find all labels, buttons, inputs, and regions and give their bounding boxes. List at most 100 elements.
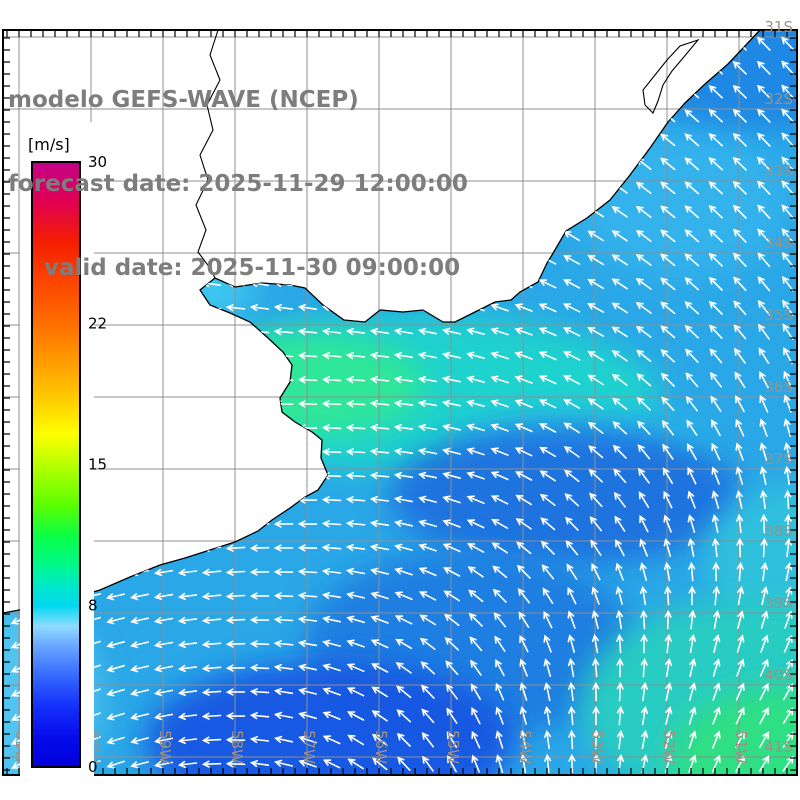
title-model-line: modelo GEFS-WAVE (NCEP)	[8, 87, 359, 113]
direction-arrow	[563, 469, 580, 483]
direction-arrow	[733, 300, 747, 316]
direction-arrow	[273, 711, 294, 719]
direction-arrow	[587, 350, 605, 362]
direction-arrow	[371, 733, 388, 746]
direction-arrow	[418, 327, 438, 335]
direction-arrow	[736, 513, 744, 534]
direction-arrow	[688, 682, 697, 701]
direction-arrow	[249, 472, 270, 480]
direction-arrow	[587, 61, 604, 74]
direction-arrow	[735, 490, 743, 510]
direction-arrow	[153, 641, 174, 649]
direction-arrow	[490, 471, 509, 481]
direction-arrow	[467, 62, 484, 74]
direction-arrow	[177, 616, 198, 624]
direction-arrow	[321, 400, 342, 408]
direction-arrow	[616, 705, 624, 726]
direction-arrow	[273, 568, 294, 576]
direction-arrow	[393, 495, 414, 503]
direction-arrow	[468, 612, 483, 627]
direction-arrow	[757, 180, 771, 195]
direction-arrow	[662, 443, 674, 460]
longitude-label: 58W	[228, 730, 246, 764]
colorbar-tick-label: 0	[88, 758, 98, 776]
direction-arrow	[273, 472, 294, 480]
direction-arrow	[611, 85, 628, 98]
direction-arrow	[177, 640, 198, 648]
direction-arrow	[153, 592, 174, 601]
direction-arrow	[759, 707, 769, 725]
direction-arrow	[665, 706, 673, 726]
direction-arrow	[759, 658, 769, 677]
direction-arrow	[370, 591, 389, 600]
direction-arrow	[712, 585, 720, 606]
direction-arrow	[519, 682, 528, 701]
direction-arrow	[688, 706, 697, 725]
direction-arrow	[249, 496, 270, 504]
direction-arrow	[418, 567, 437, 577]
direction-arrow	[514, 327, 533, 336]
direction-arrow	[587, 230, 604, 242]
direction-arrow	[419, 637, 436, 650]
direction-arrow	[564, 493, 580, 507]
direction-arrow	[249, 568, 270, 576]
direction-arrow	[515, 134, 532, 146]
direction-arrow	[225, 760, 246, 768]
direction-arrow	[297, 304, 318, 312]
direction-arrow	[491, 542, 508, 554]
direction-arrow	[397, 756, 411, 771]
direction-arrow	[684, 61, 700, 75]
direction-arrow	[298, 711, 317, 720]
direction-arrow	[543, 705, 552, 726]
latitude-label: 41S	[764, 738, 793, 756]
direction-arrow	[492, 565, 508, 579]
direction-arrow	[757, 276, 771, 292]
direction-arrow	[709, 371, 722, 388]
direction-arrow	[587, 37, 604, 50]
direction-arrow	[249, 592, 270, 600]
direction-arrow	[567, 586, 577, 605]
direction-arrow	[709, 348, 723, 364]
direction-arrow	[225, 640, 246, 648]
direction-arrow	[106, 736, 125, 745]
direction-arrow	[396, 709, 412, 723]
direction-arrow	[684, 181, 700, 195]
direction-arrow	[154, 689, 174, 697]
direction-arrow	[417, 375, 438, 383]
direction-arrow	[345, 376, 366, 384]
direction-arrow	[736, 561, 744, 582]
direction-arrow	[273, 328, 294, 336]
direction-arrow	[734, 347, 746, 364]
direction-arrow	[566, 563, 578, 580]
direction-arrow	[467, 159, 485, 169]
direction-arrow	[641, 729, 649, 750]
direction-arrow	[177, 376, 198, 384]
direction-arrow	[225, 352, 246, 360]
direction-arrow	[514, 255, 533, 265]
direction-arrow	[708, 85, 723, 99]
direction-arrow	[466, 231, 485, 241]
direction-arrow	[592, 753, 600, 774]
direction-arrow	[538, 351, 557, 361]
direction-arrow	[490, 255, 509, 265]
direction-arrow	[442, 423, 462, 431]
direction-arrow	[708, 205, 723, 219]
direction-arrow	[467, 566, 484, 578]
direction-arrow	[225, 568, 246, 576]
direction-arrow	[587, 374, 604, 386]
direction-arrow	[490, 495, 509, 505]
direction-arrow	[225, 736, 246, 744]
direction-arrow	[106, 617, 125, 625]
direction-arrow	[611, 373, 628, 386]
direction-arrow	[494, 635, 506, 652]
direction-arrow	[759, 682, 769, 701]
direction-arrow	[543, 610, 553, 629]
direction-arrow	[490, 447, 509, 456]
direction-arrow	[393, 327, 414, 335]
direction-arrow	[495, 682, 505, 701]
direction-arrow	[538, 231, 557, 241]
direction-arrow	[516, 564, 531, 579]
direction-arrow	[177, 736, 198, 744]
direction-arrow	[442, 351, 462, 359]
direction-arrow	[587, 421, 604, 434]
